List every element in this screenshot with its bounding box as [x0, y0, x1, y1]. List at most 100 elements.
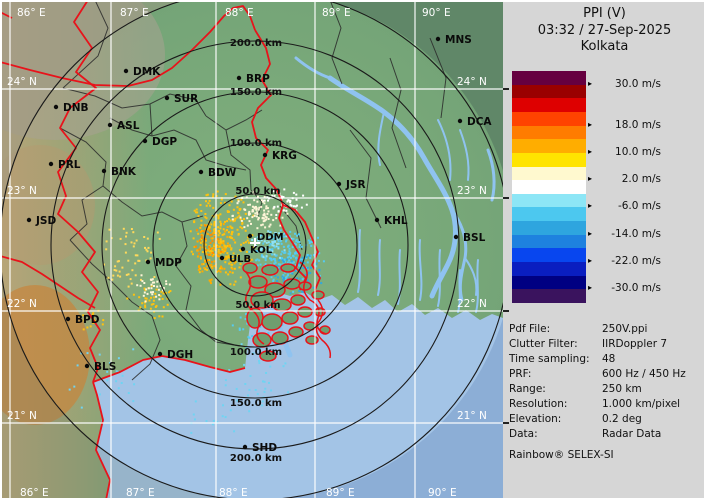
lon-label-bottom: 89° E [326, 487, 355, 499]
colorbar-band-15 [512, 275, 586, 290]
software-credit: Rainbow® SELEX-SI [509, 449, 614, 461]
colorbar-band-6 [512, 152, 586, 168]
lat-label-right: 23° N [457, 185, 487, 197]
metadata-value: 48 [602, 353, 616, 365]
product-timestamp: 03:32 / 27-Sep-2025 [537, 22, 672, 38]
metadata-label: Resolution: [509, 398, 568, 410]
lat-label-left: 21° N [7, 410, 37, 422]
lon-label-bottom: 88° E [219, 487, 248, 499]
frame-right [704, 0, 706, 500]
frame-bottom [0, 498, 706, 500]
city-label-BNK: BNK [111, 166, 137, 178]
tick-arrow-icon: ▸ [588, 283, 593, 293]
colorbar-band-0 [512, 71, 586, 86]
tick-arrow-icon: ▸ [588, 119, 593, 129]
info-panel: PPI (V) 03:32 / 27-Sep-2025 Kolkata ▸ 30.… [503, 0, 706, 500]
metadata-label: PRF: [509, 368, 532, 380]
city-dot-JSR [336, 181, 342, 187]
district-boundaries [59, 0, 447, 381]
lon-label-bottom: 87° E [126, 487, 155, 499]
rivers [269, 56, 496, 358]
city-dot-DMK [123, 68, 129, 74]
tick-arrow-icon: ▸ [588, 78, 593, 88]
colorbar-band-13 [512, 248, 586, 263]
lon-label-top: 86° E [17, 7, 46, 19]
frame-tick [503, 88, 509, 90]
range-ring-label: 100.0 km [230, 347, 282, 358]
metadata-row: PRF: 600 Hz / 450 Hz [509, 367, 705, 382]
range-ring-label: 150.0 km [230, 398, 282, 409]
lat-label-right: 24° N [457, 76, 487, 88]
metadata-label: Data: [509, 428, 538, 440]
echo-group [224, 343, 290, 413]
tick-arrow-icon: ▸ [588, 174, 593, 184]
colorbar-band-3 [512, 111, 586, 127]
lon-label-bottom: 86° E [20, 487, 49, 499]
colorbar-band-8 [512, 180, 586, 195]
city-label-ULB: ULB [229, 254, 251, 265]
city-label-KHL: KHL [384, 215, 408, 227]
radar-map: 86° E 86° E 87° E 87° E 88° E 88° E 89° E 89° E… [0, 0, 503, 500]
metadata-row: Resolution: 1.000 km/pixel [509, 397, 705, 412]
city-label-DDM: DDM [257, 232, 284, 243]
city-label-MNS: MNS [445, 34, 472, 46]
colorbar-band-1 [512, 84, 586, 99]
range-ring-100km [152, 142, 358, 348]
frame-left [0, 0, 2, 500]
metadata-value: 250V.ppi [602, 323, 648, 335]
city-dot-PRL [48, 161, 54, 167]
echo-group [231, 190, 289, 230]
metadata-row: Elevation: 0.2 deg [509, 412, 705, 427]
colorbar-band-16 [512, 289, 586, 304]
metadata-row: Pdf File: 250V.ppi [509, 322, 705, 337]
metadata-value: 1.000 km/pixel [602, 398, 681, 410]
colorbar-band-2 [512, 98, 586, 113]
lon-label-top: 90° E [422, 7, 451, 19]
range-ring-label: 200.0 km [230, 453, 282, 464]
metadata-value: 250 km [602, 383, 642, 395]
lat-label-left: 22° N [7, 298, 37, 310]
city-label-BPD: BPD [75, 314, 100, 326]
city-label-BLS: BLS [94, 361, 116, 373]
frame-tick [503, 310, 509, 312]
city-label-BRP: BRP [246, 73, 270, 85]
range-ring-150km [101, 91, 409, 399]
colorbar-band-5 [512, 139, 586, 154]
city-label-SHD: SHD [252, 442, 277, 454]
colorbar-band-14 [512, 262, 586, 277]
lat-label-right: 21° N [457, 410, 487, 422]
city-label-BDW: BDW [208, 167, 237, 179]
city-dot-DGP [142, 138, 148, 144]
metadata-label: Clutter Filter: [509, 338, 578, 350]
metadata-value: IIRDoppler 7 [602, 338, 668, 350]
city-label-DGH: DGH [167, 349, 193, 361]
city-dot-ASL [107, 122, 113, 128]
city-dot-MNS [435, 36, 441, 42]
colorbar-band-10 [512, 207, 586, 222]
colorbar-band-12 [512, 234, 586, 249]
range-ring-label: 50.0 km [235, 300, 280, 311]
city-dot-BDW [198, 169, 204, 175]
city-dot-SUR [164, 95, 170, 101]
metadata-label: Range: [509, 383, 546, 395]
range-ring-50km [203, 193, 307, 297]
lon-label-top: 88° E [225, 7, 254, 19]
lat-label-left: 23° N [7, 185, 37, 197]
lat-label-right: 22° N [457, 298, 487, 310]
radar-site-marker [250, 238, 260, 248]
colorbar-band-4 [512, 125, 586, 140]
city-label-JSD: JSD [35, 215, 56, 227]
city-label-PRL: PRL [58, 159, 81, 171]
city-dot-SHD [242, 444, 248, 450]
city-dot-DNB [53, 104, 59, 110]
city-dot-KOL [240, 246, 246, 252]
latlon-grid [0, 0, 503, 500]
city-label-DMK: DMK [133, 66, 161, 78]
tick-arrow-icon: ▸ [588, 201, 593, 211]
lon-label-bottom: 90° E [428, 487, 457, 499]
metadata-value: 600 Hz / 450 Hz [602, 368, 686, 380]
state-boundaries [0, 0, 321, 500]
product-header: PPI (V) 03:32 / 27-Sep-2025 Kolkata [503, 6, 706, 56]
station-name: Kolkata [580, 39, 629, 54]
